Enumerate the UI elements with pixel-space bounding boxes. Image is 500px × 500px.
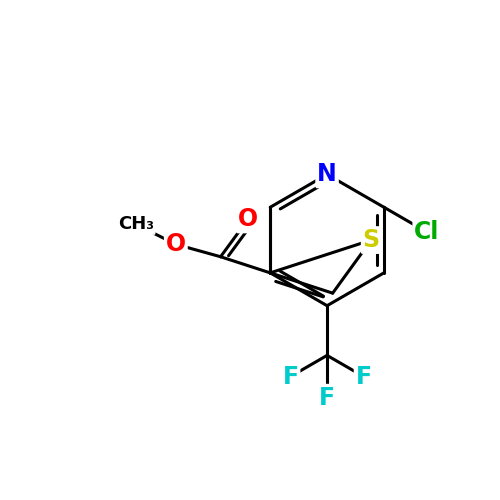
- Text: S: S: [362, 228, 380, 252]
- Text: O: O: [166, 232, 186, 256]
- Text: CH₃: CH₃: [118, 216, 154, 234]
- Text: F: F: [319, 386, 335, 409]
- Text: Cl: Cl: [414, 220, 440, 244]
- Text: O: O: [238, 208, 258, 232]
- Text: N: N: [317, 162, 337, 186]
- Text: F: F: [356, 364, 372, 388]
- Text: F: F: [282, 364, 298, 388]
